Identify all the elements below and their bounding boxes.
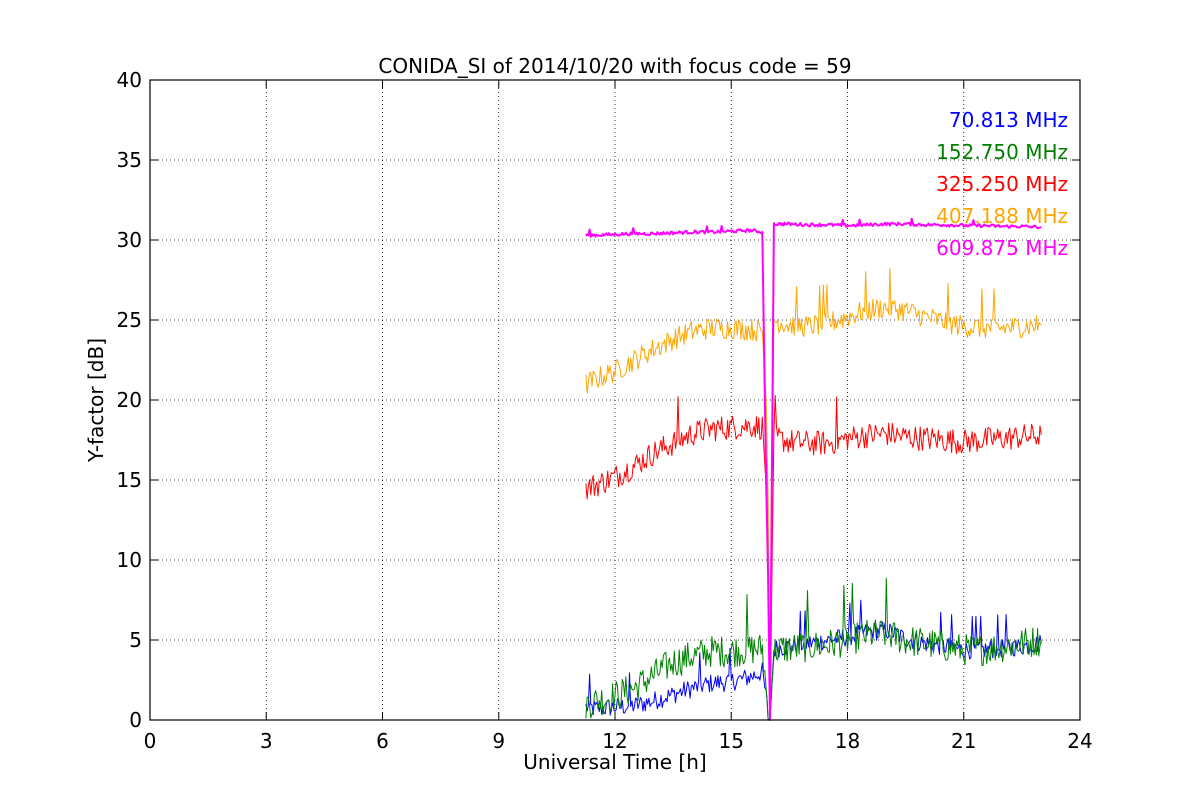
y-tick-label: 40: [117, 68, 142, 92]
y-tick-label: 35: [117, 148, 142, 172]
series-line: [585, 217, 1042, 721]
y-tick-label: 10: [117, 548, 142, 572]
series-line: [585, 577, 1042, 721]
y-tick-label: 25: [117, 308, 142, 332]
x-tick-label: 15: [719, 729, 744, 753]
x-tick-label: 3: [260, 729, 273, 753]
series-line: [585, 268, 1042, 721]
legend-entry: 70.813 MHz: [949, 108, 1068, 132]
legend-entry: 152.750 MHz: [936, 140, 1068, 164]
legend-entry: 325.250 MHz: [936, 172, 1068, 196]
ticks: [149, 79, 1081, 721]
grid: [150, 80, 1080, 720]
x-tick-label: 12: [602, 729, 627, 753]
x-tick-label: 21: [951, 729, 976, 753]
tick-labels: 0 3 6 9 12 15 18 21 24 0 5 10 15 20 25 30 35 40: [117, 68, 1093, 753]
legend-entry: 609.875 MHz: [936, 236, 1068, 260]
x-tick-label: 9: [492, 729, 505, 753]
x-tick-label: 0: [144, 729, 157, 753]
y-tick-label: 15: [117, 468, 142, 492]
y-tick-label: 30: [117, 228, 142, 252]
y-tick-label: 5: [129, 628, 142, 652]
x-tick-label: 24: [1067, 729, 1092, 753]
x-axis-label: Universal Time [h]: [523, 750, 706, 774]
legend: 70.813 MHz 152.750 MHz 325.250 MHz 407.188 …: [936, 108, 1068, 260]
chart-title: CONIDA_SI of 2014/10/20 with focus code …: [378, 54, 851, 78]
y-tick-label: 0: [129, 708, 142, 732]
x-tick-label: 6: [376, 729, 389, 753]
y-axis-label: Y-factor [dB]: [84, 338, 108, 463]
series-line: [585, 394, 1042, 721]
y-tick-label: 20: [117, 388, 142, 412]
x-tick-label: 18: [835, 729, 860, 753]
series-layer: [585, 217, 1042, 721]
legend-entry: 407.188 MHz: [936, 204, 1068, 228]
